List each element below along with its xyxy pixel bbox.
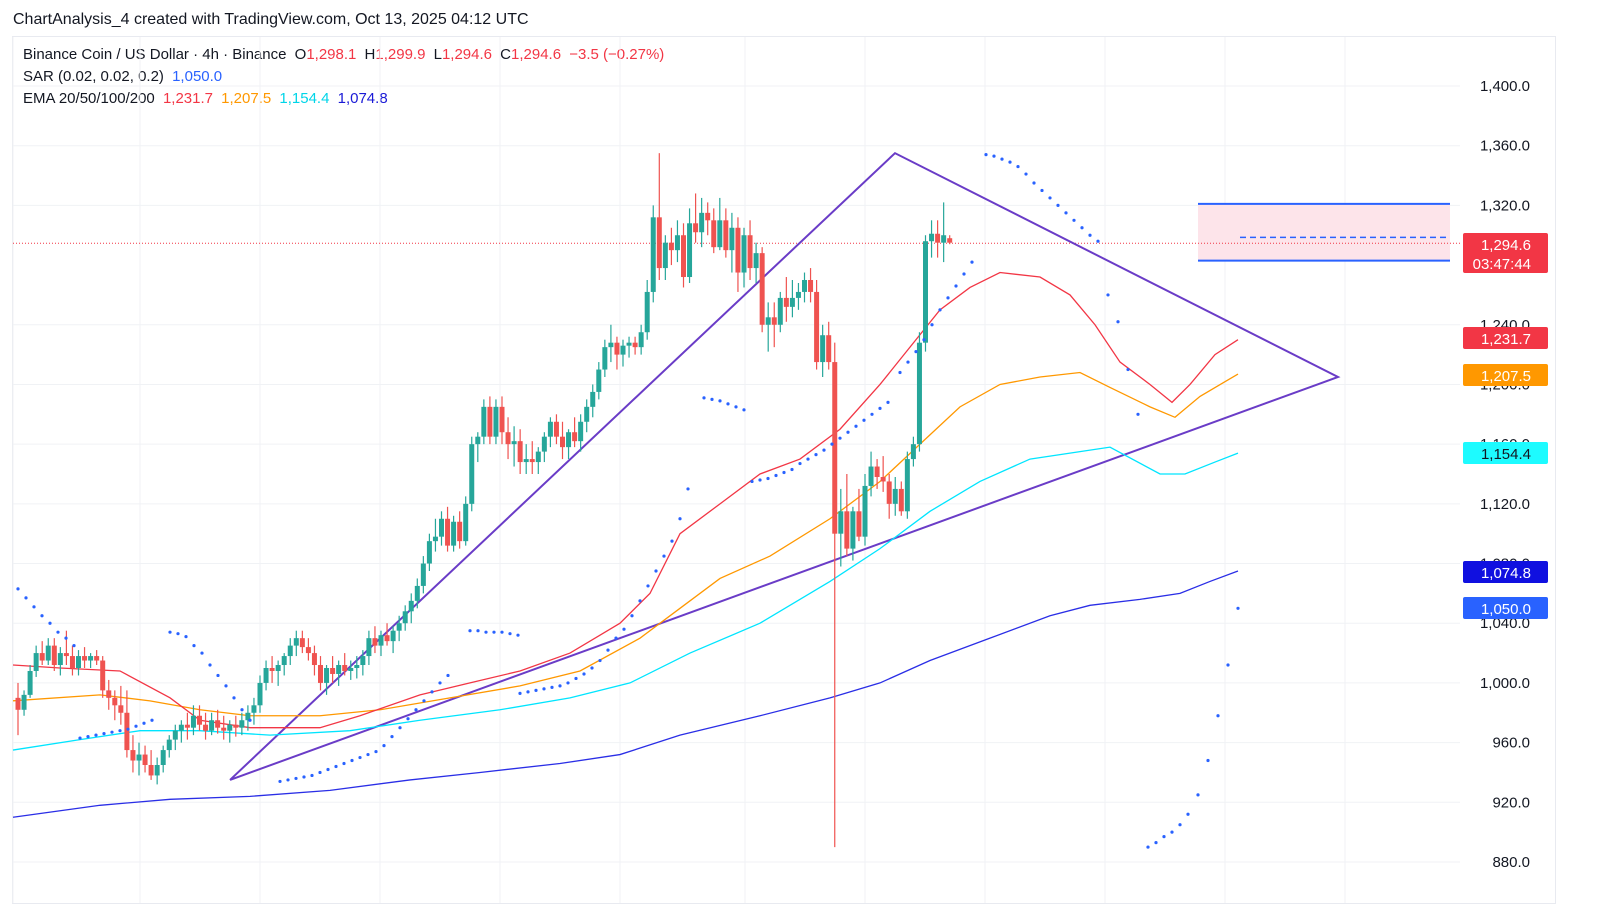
- legend-low-label: L: [433, 46, 442, 63]
- legend-close-label: C: [500, 46, 511, 63]
- legend-ema20: 1,231.7: [162, 90, 213, 107]
- legend-ema-row[interactable]: EMA 20/50/100/200 1,231.7 1,207.5 1,154.…: [23, 88, 668, 110]
- legend-sar-row[interactable]: SAR (0.02, 0.02, 0.2) 1,050.0: [23, 66, 668, 88]
- legend-sar-label: SAR (0.02, 0.02, 0.2): [23, 68, 164, 85]
- legend-symbol[interactable]: Binance Coin / US Dollar · 4h · Binance: [23, 46, 287, 63]
- legend-ema-label: EMA 20/50/100/200: [23, 90, 155, 107]
- legend-ema50: 1,207.5: [221, 90, 272, 107]
- legend-high: 1,299.9: [375, 46, 426, 63]
- legend-sar-value: 1,050.0: [172, 68, 223, 85]
- legend-low: 1,294.6: [441, 46, 492, 63]
- legend-change: −3.5 (−0.27%): [569, 46, 665, 63]
- chart-frame: [12, 36, 1556, 904]
- legend-symbol-row: Binance Coin / US Dollar · 4h · Binance …: [23, 44, 668, 66]
- legend-open-label: O: [294, 46, 307, 63]
- legend-close: 1,294.6: [511, 46, 562, 63]
- legend-open: 1,298.1: [306, 46, 357, 63]
- chart-header: ChartAnalysis_4 created with TradingView…: [13, 11, 529, 28]
- legend-high-label: H: [364, 46, 376, 63]
- legend-ema100: 1,154.4: [279, 90, 330, 107]
- legend: Binance Coin / US Dollar · 4h · Binance …: [23, 44, 668, 110]
- legend-ema200: 1,074.8: [337, 90, 388, 107]
